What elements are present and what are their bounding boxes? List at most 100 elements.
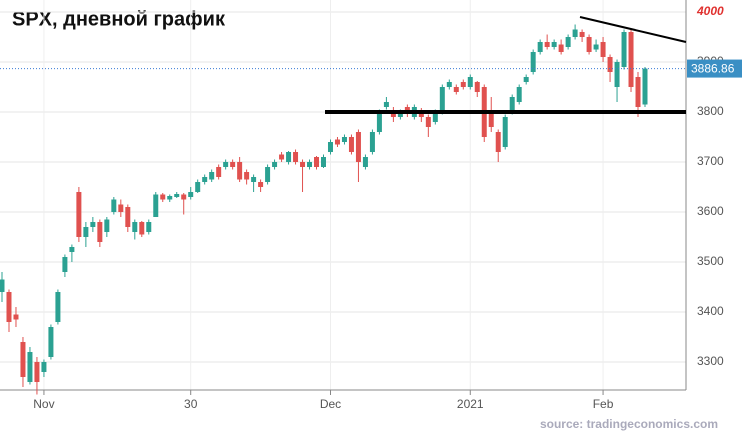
candle-body <box>460 82 466 87</box>
candle-body <box>523 77 529 82</box>
candle-body <box>628 32 634 87</box>
candle-body <box>453 87 459 92</box>
candle-body <box>600 42 606 57</box>
candle-body <box>0 279 5 292</box>
y-tick-label: 3700 <box>697 154 724 168</box>
x-tick-label: 2021 <box>457 397 484 411</box>
candle-body <box>104 219 110 232</box>
candle-body <box>383 102 389 107</box>
candle-body <box>341 137 347 142</box>
candle-body <box>614 62 620 87</box>
candle-body <box>425 117 431 127</box>
candle-body <box>153 194 159 217</box>
candle-body <box>558 44 564 52</box>
candle-body <box>551 42 557 47</box>
candle-body <box>642 68 648 105</box>
candle-body <box>467 77 473 87</box>
y-tick-label: 3300 <box>697 354 724 368</box>
candle-body <box>216 167 222 177</box>
candle-body <box>125 207 131 227</box>
candle-body <box>265 167 271 182</box>
candle-body <box>230 162 236 167</box>
candle-body <box>418 112 424 117</box>
y-tick-label: 3400 <box>697 304 724 318</box>
candle-body <box>621 32 627 67</box>
candle-body <box>286 152 292 162</box>
candle-body <box>62 257 68 272</box>
last-value-box <box>687 59 742 78</box>
candle-body <box>362 157 368 167</box>
candle-body <box>111 199 117 212</box>
candle-body <box>334 139 340 145</box>
candle-body <box>97 222 103 242</box>
candle-body <box>48 327 54 357</box>
candle-body <box>314 157 320 167</box>
candle-body <box>13 314 19 320</box>
candle-body <box>446 82 452 87</box>
candle-body <box>6 292 12 322</box>
x-tick-label: Nov <box>33 397 54 411</box>
candle-body <box>516 87 522 102</box>
candle-body <box>258 182 264 187</box>
candle-body <box>530 52 536 72</box>
candle-body <box>537 42 543 52</box>
candle-body <box>474 82 480 92</box>
candle-body <box>69 247 75 252</box>
candle-body <box>209 172 215 180</box>
candle-body <box>195 182 201 192</box>
candle-body <box>76 192 82 237</box>
candle-body <box>572 29 578 37</box>
candle-body <box>327 142 333 152</box>
candle-body <box>376 112 382 132</box>
candle-body <box>181 194 187 200</box>
candle-body <box>20 342 26 377</box>
candle-body <box>27 352 33 382</box>
x-tick-label: Feb <box>593 397 614 411</box>
candle-body <box>160 194 166 200</box>
candle-body <box>307 162 313 167</box>
candle-body <box>139 222 145 235</box>
candle-body <box>223 162 229 167</box>
source: source: tradingeconomics.com <box>540 417 718 431</box>
x-tick-label: Dec <box>320 397 341 411</box>
candle-body <box>279 154 285 160</box>
y-tick-label: 3500 <box>697 254 724 268</box>
candle-body <box>544 42 550 47</box>
y-tick-label: 3800 <box>697 104 724 118</box>
candle-body <box>397 112 403 117</box>
trend-line <box>579 16 687 43</box>
candle-body <box>293 152 299 162</box>
candle-body <box>607 57 613 72</box>
candle-body <box>132 222 138 232</box>
chart-title: SPX, дневной график <box>12 8 226 30</box>
candle-body <box>348 137 354 152</box>
candle-body <box>300 162 306 167</box>
candle-body <box>390 112 396 117</box>
candle-body <box>579 32 585 37</box>
candle-body <box>488 112 494 127</box>
candle-body <box>237 162 243 180</box>
candle-body <box>586 37 592 52</box>
candle-body <box>369 132 375 152</box>
candle-body <box>34 362 40 382</box>
x-tick-label: 30 <box>184 397 198 411</box>
candle-body <box>251 177 257 182</box>
y-tick-label: 3600 <box>697 204 724 218</box>
candle-body <box>167 196 173 200</box>
candle-body <box>146 222 152 232</box>
candle-body <box>244 172 250 180</box>
candle-body <box>565 37 571 47</box>
candle-body <box>188 192 194 197</box>
candle-body <box>41 362 47 372</box>
candle-body <box>118 204 124 212</box>
candle-body <box>272 162 278 167</box>
candle-body <box>355 132 361 162</box>
candle-body <box>321 157 326 167</box>
candle-body <box>90 222 96 227</box>
candle-body <box>495 132 501 152</box>
candle-body <box>432 112 438 122</box>
candle-body <box>502 117 508 147</box>
y-tick-label: 4000 <box>696 4 724 18</box>
